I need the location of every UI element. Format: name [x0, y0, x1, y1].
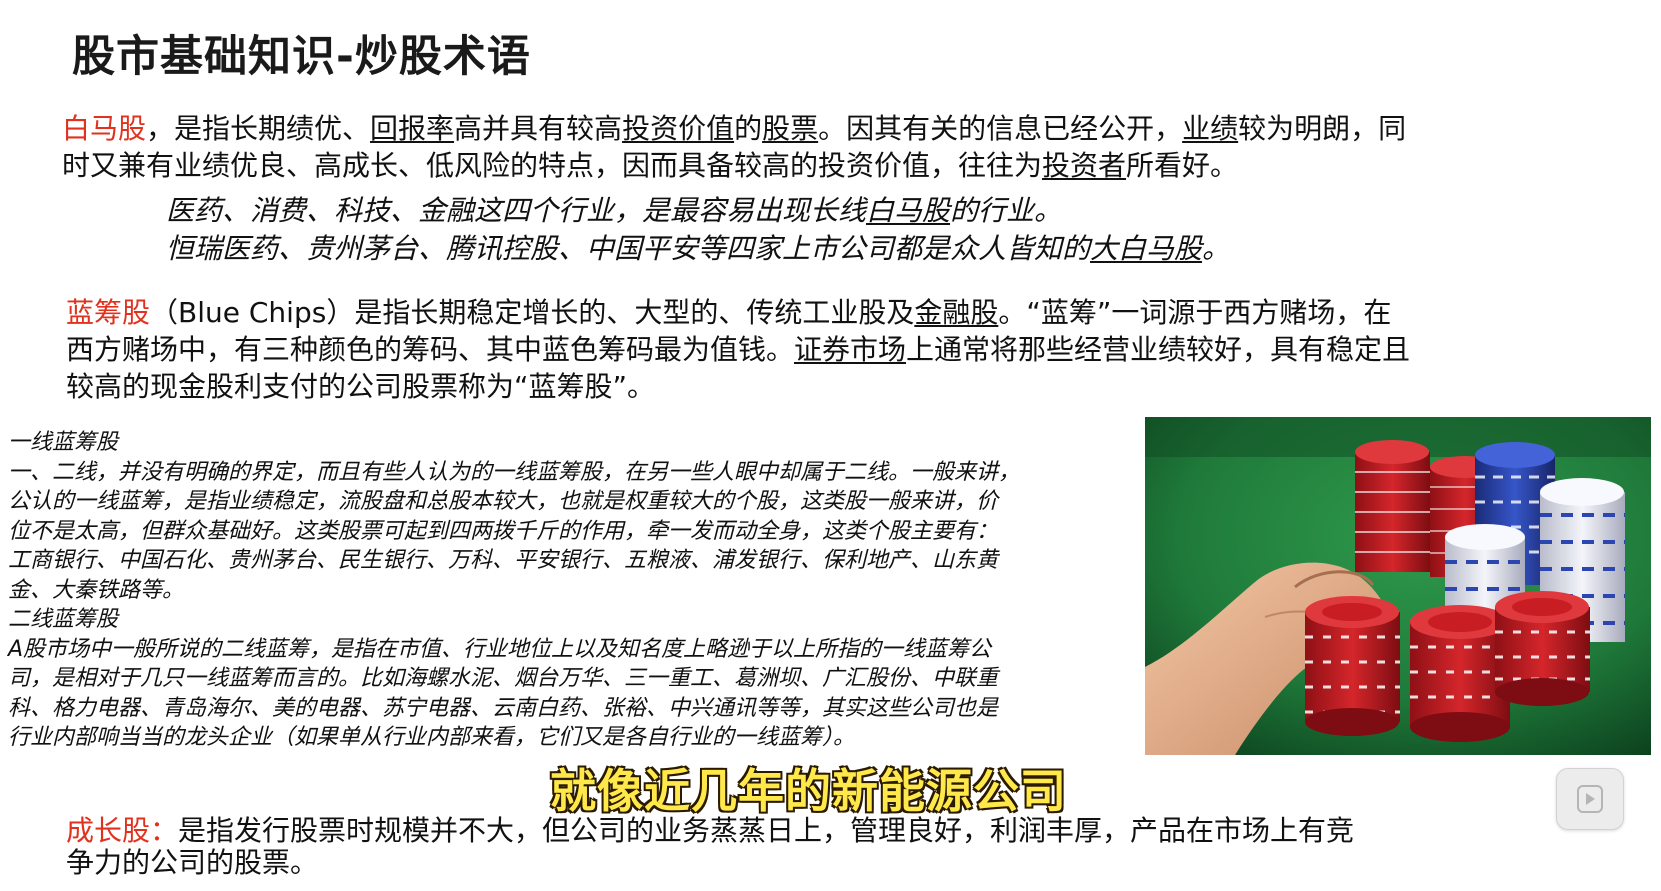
chip-stack-red-front-mid [1410, 605, 1510, 742]
lanchou-text-5: 较高的现金股利支付的公司股票称为“蓝筹股”。 [66, 370, 656, 403]
chip-stack-red-front-left [1305, 596, 1400, 736]
chengzhang-text-2: 争力的公司的股票。 [66, 846, 319, 879]
link-huibaolv[interactable]: 回报率 [370, 112, 455, 145]
detail-heading-first-tier: 一线蓝筹股 [8, 430, 119, 455]
baima-text-6: 时又兼有业绩优良、高成长、低风险的特点，因而具备较高的投资价值，往往为 [62, 149, 1043, 182]
chip-stack-red-front-right [1495, 591, 1590, 706]
lanchou-text-4: 上通常将那些经营业绩较好，具有稳定且 [906, 333, 1411, 366]
link-zhengquanshichang[interactable]: 证券市场 [794, 333, 907, 366]
play-icon [1577, 785, 1603, 813]
link-dabaimagu[interactable]: 大白马股 [1090, 232, 1203, 265]
detail-line: 司，是相对于几只一线蓝筹而言的。比如海螺水泥、烟台万华、三一重工、葛洲坝、广汇股… [8, 666, 999, 691]
chengzhang-term: 成长股： [66, 814, 179, 847]
detail-line: 行业内部响当当的龙头企业（如果单从行业内部来看，它们又是各自行业的一线蓝筹）。 [8, 725, 856, 750]
baima-text-4: 。因其有关的信息已经公开， [818, 112, 1183, 145]
bluechip-detail-block: 一线蓝筹股 一、二线，并没有明确的界定，而且有些人认为的一线蓝筹股，在另一些人眼… [8, 428, 1138, 753]
baima-text-2: 高并具有较高 [454, 112, 623, 145]
baima-note-2-end: 。 [1202, 232, 1231, 265]
baima-text-1: ，是指长期绩优、 [146, 112, 371, 145]
link-yeji[interactable]: 业绩 [1182, 112, 1239, 145]
lanchou-paragraph: 蓝筹股（Blue Chips）是指长期稳定增长的、大型的、传统工业股及金融股。“… [66, 294, 1626, 405]
lanchou-text-3: 西方赌场中，有三种颜色的筹码、其中蓝色筹码最为值钱。 [66, 333, 795, 366]
link-touzizhe[interactable]: 投资者 [1042, 149, 1127, 182]
detail-line: A股市场中一般所说的二线蓝筹，是指在市值、行业地位上以及知名度上略逊于以上所指的… [8, 636, 992, 662]
chengzhang-text-1: 是指发行股票时规模并不大，但公司的业务蒸蒸日上，管理良好，利润丰厚，产品在市场上… [178, 814, 1355, 847]
casino-chips-illustration [1145, 417, 1651, 755]
lanchou-text-1: （Blue Chips）是指长期稳定增长的、大型的、传统工业股及 [150, 296, 915, 329]
detail-line: 科、格力电器、青岛海尔、美的电器、苏宁电器、云南白药、张裕、中兴通讯等等，其实这… [8, 695, 999, 721]
baima-text-3: 的 [734, 112, 763, 145]
lanchou-term: 蓝筹股 [66, 296, 151, 329]
casino-chips-photo [1145, 417, 1651, 755]
baima-note-1-end: 的行业。 [950, 194, 1063, 227]
link-jinronggu[interactable]: 金融股 [914, 296, 999, 329]
detail-line: 公认的一线蓝筹，是指业绩稳定，流股盘和总股本较大，也就是权重较大的个股，这类股一… [8, 489, 999, 514]
baima-note-2-text: 恒瑞医药、贵州茅台、腾讯控股、中国平安等四家上市公司都是众人皆知的 [166, 232, 1091, 265]
baima-text-7: 所看好。 [1126, 149, 1239, 182]
baima-term: 白马股 [62, 112, 147, 145]
detail-line: 金、大秦铁路等。 [8, 577, 185, 603]
baima-note-1: 医药、消费、科技、金融这四个行业，是最容易出现长线白马股的行业。 [166, 192, 1062, 229]
baima-paragraph: 白马股，是指长期绩优、回报率高并具有较高投资价值的股票。因其有关的信息已经公开，… [62, 110, 1622, 184]
chengzhang-paragraph: 成长股：是指发行股票时规模并不大，但公司的业务蒸蒸日上，管理良好，利润丰厚，产品… [66, 815, 1606, 879]
baima-text-5: 较为明朗，同 [1238, 112, 1407, 145]
lanchou-text-2: 。“蓝筹”一词源于西方赌场，在 [998, 296, 1392, 329]
video-subtitle-caption: 就像近几年的新能源公司 [549, 763, 1067, 819]
page-title: 股市基础知识-炒股术语 [72, 32, 531, 82]
link-baimagu[interactable]: 白马股 [866, 194, 951, 227]
chip-stack-red-back [1355, 440, 1430, 572]
link-touzijiazhi[interactable]: 投资价值 [622, 112, 735, 145]
link-gupiao[interactable]: 股票 [762, 112, 819, 145]
play-button[interactable] [1556, 768, 1624, 830]
detail-line: 位不是太高，但群众基础好。这类股票可起到四两拨千斤的作用，牵一发而动全身，这类个… [8, 518, 999, 544]
detail-line: 工商银行、中国石化、贵州茅台、民生银行、万科、平安银行、五粮液、浦发银行、保利地… [8, 548, 999, 573]
baima-note-2: 恒瑞医药、贵州茅台、腾讯控股、中国平安等四家上市公司都是众人皆知的大白马股。 [166, 230, 1230, 267]
detail-heading-second-tier: 二线蓝筹股 [8, 607, 119, 632]
detail-line: 一、二线，并没有明确的界定，而且有些人认为的一线蓝筹股，在另一些人眼中却属于二线… [8, 459, 1021, 485]
baima-note-1-text: 医药、消费、科技、金融这四个行业，是最容易出现长线 [166, 194, 867, 227]
